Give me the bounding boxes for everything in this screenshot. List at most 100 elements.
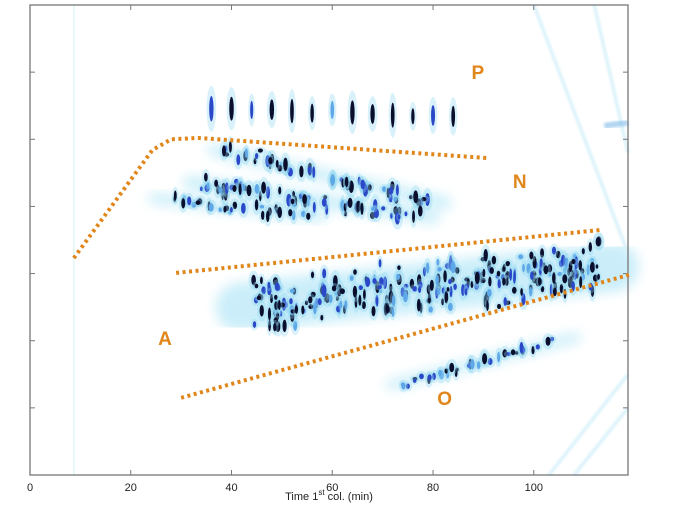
- peak: [307, 166, 313, 175]
- peak: [221, 145, 226, 157]
- peak: [343, 210, 347, 217]
- peak: [560, 254, 566, 266]
- peak: [509, 268, 513, 281]
- peak: [454, 368, 458, 378]
- peak: [413, 378, 417, 383]
- peak: [567, 275, 573, 289]
- peak: [447, 302, 453, 312]
- peak: [427, 292, 431, 304]
- peak: [241, 202, 246, 214]
- peak: [488, 276, 492, 287]
- peak: [317, 297, 322, 306]
- x-tick-label: 40: [225, 482, 237, 494]
- peak: [313, 301, 317, 315]
- peak: [344, 176, 349, 188]
- peak: [446, 287, 450, 292]
- peak: [519, 341, 524, 354]
- peak: [209, 95, 214, 122]
- peak: [589, 261, 595, 273]
- peak: [444, 290, 449, 304]
- peak: [302, 194, 307, 205]
- peak: [218, 207, 223, 213]
- peak: [181, 198, 186, 209]
- peak: [261, 210, 265, 220]
- peak: [236, 154, 241, 166]
- peak: [421, 196, 427, 202]
- peak: [330, 100, 335, 120]
- peak: [299, 165, 304, 178]
- x-tick-label: 0: [27, 482, 33, 494]
- peak: [571, 258, 576, 265]
- peak: [375, 294, 379, 307]
- peak: [282, 319, 287, 333]
- peak: [348, 180, 354, 193]
- peak: [336, 284, 342, 297]
- peak: [431, 105, 436, 126]
- peak: [529, 251, 534, 260]
- peak: [375, 280, 380, 293]
- peak: [555, 250, 561, 259]
- peak: [358, 294, 362, 306]
- peak: [289, 288, 295, 293]
- peak: [275, 159, 279, 168]
- peak: [290, 309, 296, 314]
- peak: [382, 276, 388, 289]
- peak: [444, 368, 449, 374]
- peak: [339, 288, 345, 295]
- peak: [503, 297, 507, 306]
- peak: [321, 284, 327, 298]
- peak: [395, 184, 399, 196]
- peak: [518, 254, 524, 260]
- peak: [437, 288, 441, 295]
- peak: [267, 307, 272, 321]
- peak: [253, 157, 257, 165]
- peak: [505, 260, 511, 267]
- peak: [250, 100, 254, 120]
- x-axis-label: Time 1st col. (min): [285, 488, 373, 503]
- peak: [547, 264, 553, 273]
- peak: [595, 264, 599, 269]
- peak: [333, 275, 338, 288]
- peak: [283, 157, 288, 171]
- peak: [254, 283, 259, 289]
- peak: [370, 104, 375, 124]
- peak: [363, 288, 366, 301]
- peak: [354, 296, 358, 309]
- peak: [381, 206, 386, 211]
- peak: [428, 306, 433, 313]
- peak: [463, 283, 469, 291]
- peak: [579, 276, 583, 289]
- peak: [416, 298, 421, 312]
- peak: [470, 280, 474, 289]
- peak: [470, 359, 475, 370]
- peak: [344, 300, 348, 310]
- peak: [510, 349, 516, 356]
- peak: [425, 193, 430, 207]
- peak: [257, 148, 263, 153]
- peak: [522, 263, 525, 273]
- peak: [385, 294, 389, 304]
- peak: [322, 268, 327, 279]
- peak: [373, 208, 379, 219]
- peak: [252, 321, 257, 328]
- peak: [436, 258, 440, 266]
- peak: [502, 277, 506, 286]
- peak: [489, 267, 494, 274]
- peak: [290, 98, 294, 124]
- peak: [270, 293, 274, 304]
- peak: [388, 186, 394, 195]
- peak: [571, 281, 575, 292]
- peak: [390, 212, 394, 219]
- peak: [385, 302, 390, 314]
- peak: [358, 285, 363, 291]
- peak: [578, 260, 583, 271]
- peak: [549, 283, 553, 297]
- peak: [229, 207, 233, 213]
- peak: [497, 278, 502, 289]
- peak: [265, 186, 270, 199]
- peak: [426, 284, 431, 295]
- peak: [343, 202, 347, 212]
- peak: [291, 191, 295, 198]
- peak: [335, 295, 340, 301]
- peak: [590, 257, 595, 263]
